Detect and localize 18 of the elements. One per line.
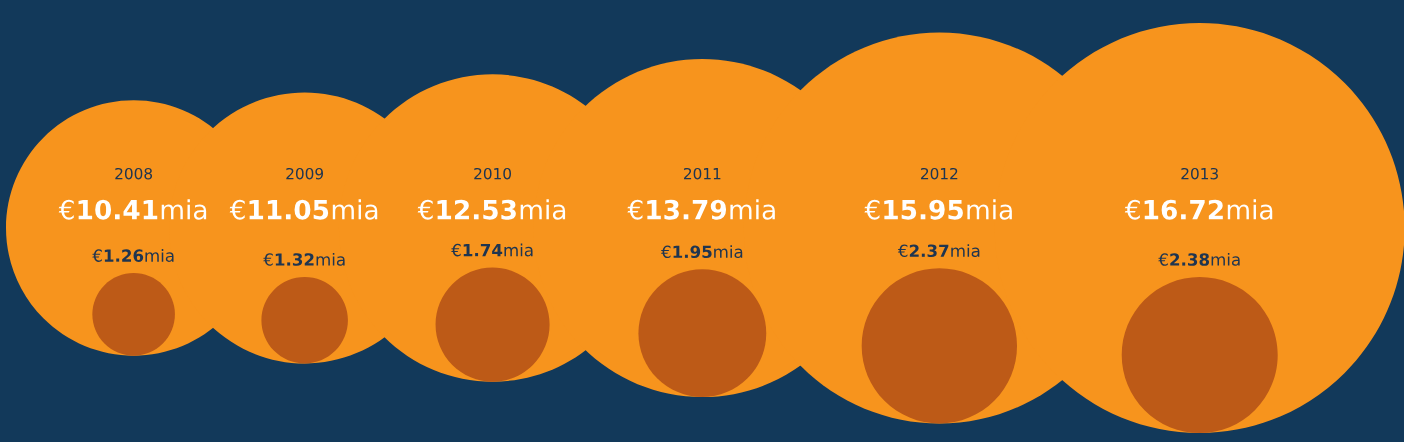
data-label: €13.79mia: [627, 199, 775, 220]
category-label: 2011: [684, 167, 721, 180]
category-label: 2010: [474, 167, 512, 180]
data-label: €12.53mia: [417, 199, 566, 220]
category-label: 2009: [286, 167, 324, 180]
data-label: €2.37mia: [897, 244, 980, 258]
data-label: €1.32mia: [263, 252, 345, 266]
data-label: €16.72mia: [1124, 199, 1273, 220]
category-label: 2013: [1181, 167, 1218, 180]
data-label: €1.74mia: [451, 243, 533, 257]
data-label: €10.41mia: [58, 199, 207, 220]
data-label: €2.38mia: [1158, 252, 1240, 266]
data-label: €1.95mia: [661, 245, 743, 259]
data-label: €15.95mia: [864, 199, 1012, 220]
category-label: 2008: [115, 167, 153, 180]
category-label: 2012: [921, 167, 958, 180]
data-label: €11.05mia: [229, 199, 378, 220]
data-label: €1.26mia: [92, 248, 174, 262]
